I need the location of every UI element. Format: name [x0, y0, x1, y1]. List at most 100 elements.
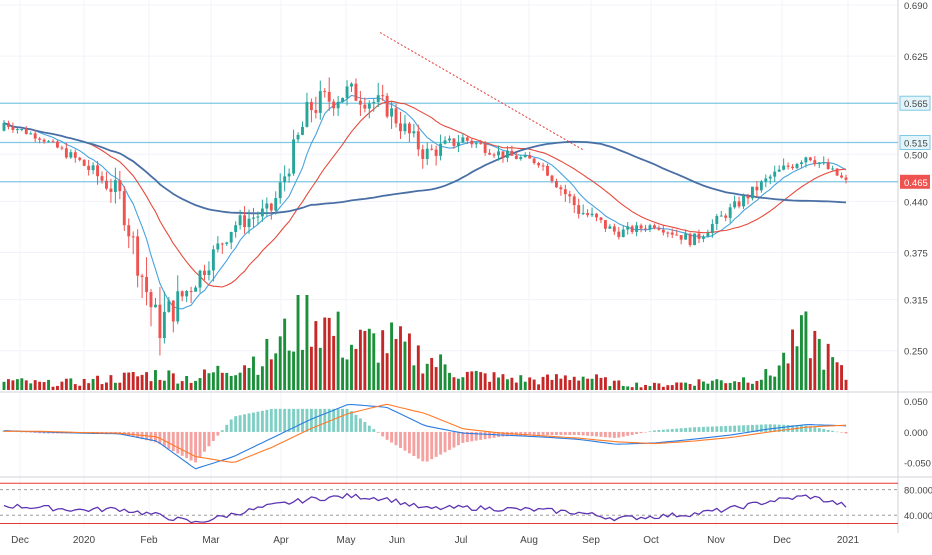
volume-bar [390, 322, 394, 390]
volume-bar [497, 377, 500, 390]
candle-body [305, 101, 309, 127]
macd-histogram-bar [33, 431, 37, 433]
volume-bar [737, 382, 741, 390]
candle-body [158, 304, 162, 339]
candle-body [728, 207, 732, 218]
macd-y-tick-label: 0.000 [904, 428, 928, 439]
x-tick-label: Jun [389, 535, 405, 546]
macd-histogram-bar [813, 427, 817, 432]
macd-histogram-bar [808, 426, 812, 432]
macd-histogram-bar [180, 431, 184, 456]
macd-panel [2, 403, 848, 470]
candle-body [693, 233, 696, 246]
volume-bar [434, 367, 438, 390]
candle-body [109, 188, 113, 192]
macd-histogram-bar [626, 431, 630, 436]
candle-body [630, 226, 634, 232]
macd-histogram-bar [541, 431, 545, 435]
macd-histogram-bar [452, 431, 456, 448]
candle-body [541, 165, 545, 167]
volume-bar [305, 295, 309, 390]
volume-bar [198, 378, 202, 390]
candle-body [439, 143, 443, 156]
macd-histogram-bar [635, 431, 639, 435]
x-tick-label: Oct [643, 535, 659, 546]
macd-histogram-bar [203, 431, 206, 452]
candle-body [443, 140, 447, 144]
volume-bar [492, 372, 496, 390]
candle-body [537, 163, 541, 166]
candle-body [550, 175, 554, 182]
volume-bar [581, 376, 585, 390]
candle-body [180, 291, 184, 297]
volume-bar [229, 375, 233, 390]
x-tick-label: Nov [707, 535, 725, 546]
candle-body [203, 270, 206, 275]
candle-body [91, 165, 95, 171]
candle-body [612, 226, 616, 232]
ma-slow-line [3, 122, 847, 215]
volume-bar [572, 376, 576, 390]
macd-histogram-bar [563, 431, 567, 435]
candle-body [621, 229, 625, 238]
volume-bar [64, 378, 68, 390]
macd-histogram-bar [835, 431, 839, 433]
candle-body [617, 231, 621, 238]
macd-histogram-bar [719, 426, 723, 432]
volume-bar [728, 382, 732, 390]
volume-bar [158, 379, 162, 390]
volume-bar [376, 362, 380, 390]
horizontal-lines [0, 102, 898, 183]
candle-body [15, 129, 19, 131]
candle-body [229, 232, 233, 243]
volume-bar [626, 386, 630, 390]
macd-histogram-bar [804, 425, 808, 432]
macd-histogram-bar [831, 430, 835, 432]
volume-bar [189, 382, 193, 390]
candle-body [82, 159, 86, 166]
volume-bar [15, 379, 19, 390]
volume-bar [817, 338, 821, 390]
candle-body [154, 304, 157, 308]
volume-bar [416, 345, 420, 390]
candle-body [33, 133, 37, 139]
candle-body [554, 181, 558, 188]
volume-bar [697, 379, 701, 390]
macd-histogram-bar [612, 431, 616, 438]
candle-body [501, 151, 505, 158]
volume-bar [220, 372, 224, 390]
macd-histogram-bar [581, 431, 585, 436]
macd-histogram-bar [421, 431, 425, 462]
macd-histogram-bar [341, 408, 345, 432]
volume-bar [51, 386, 55, 390]
volume-bar [118, 382, 122, 390]
macd-histogram-bar [693, 427, 696, 432]
candle-body [434, 149, 438, 156]
candle-body [171, 300, 175, 322]
candle-body [644, 228, 647, 230]
volume-bar [786, 363, 790, 390]
candle-body [341, 97, 345, 102]
candle-body [358, 100, 362, 105]
volume-bar [194, 380, 198, 390]
candle-body [274, 198, 278, 211]
rsi-y-tick-label: 80.000 [904, 486, 932, 497]
candle-body [817, 162, 821, 165]
volume-bar [755, 380, 759, 390]
volume-bar [7, 379, 10, 390]
volume-bar [639, 387, 643, 390]
candle-body [759, 181, 763, 191]
volume-bar [733, 381, 737, 390]
volume-bar [652, 382, 656, 390]
macd-histogram-bar [336, 408, 340, 432]
candle-body [287, 173, 291, 177]
macd-histogram-bar [483, 431, 487, 440]
y-tick-label: 0.440 [904, 197, 928, 208]
candle-body [670, 232, 674, 235]
macd-histogram-bar [688, 427, 692, 432]
volume-bar [808, 358, 812, 390]
volume-bar [813, 330, 817, 390]
